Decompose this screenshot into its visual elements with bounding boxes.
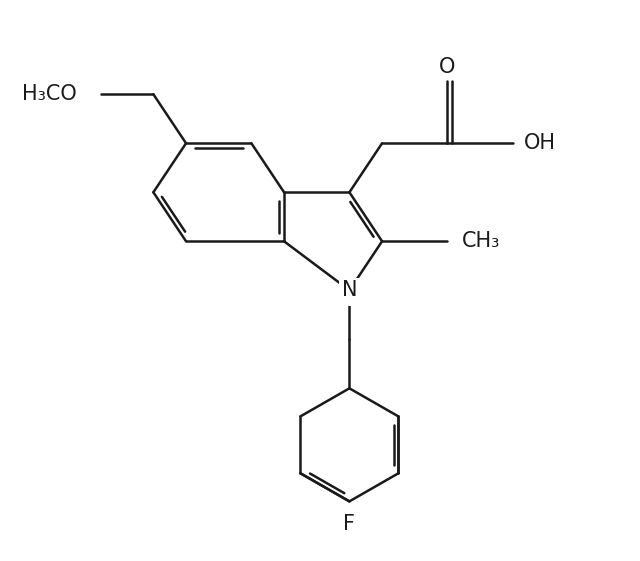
Text: N: N	[342, 283, 357, 304]
Text: OH: OH	[524, 134, 556, 153]
Text: CH₃: CH₃	[462, 231, 500, 251]
Text: O: O	[439, 57, 456, 77]
Text: H₃CO: H₃CO	[22, 84, 76, 104]
Text: N: N	[342, 280, 357, 300]
Text: F: F	[344, 514, 355, 534]
